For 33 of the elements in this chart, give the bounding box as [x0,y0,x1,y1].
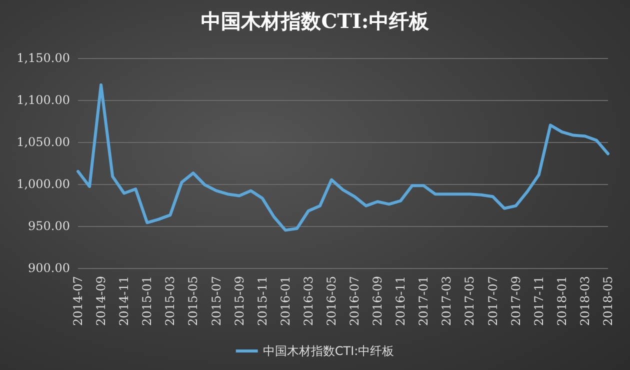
x-tick-label: 2017-03 [440,276,454,326]
line-series [76,83,610,232]
x-tick-label: 2017-07 [486,276,500,326]
x-tick-label: 2014-11 [117,276,132,326]
x-tick-label: 2018-03 [578,276,592,326]
x-tick-label: 2015-11 [255,276,270,326]
x-tick-label: 2015-09 [232,276,246,326]
x-tick-label: 2018-05 [601,276,615,326]
x-tick-label: 2018-01 [554,276,569,326]
legend-label: 中国木材指数CTI:中纤板 [262,344,394,358]
x-tick-label: 2015-07 [209,276,224,326]
x-tick-label: 2015-05 [186,276,200,326]
y-tick-label: 1,050.00 [16,135,70,149]
y-tick-label: 1,150.00 [16,51,70,65]
x-tick-label: 2016-05 [324,276,338,326]
x-tick-label: 2017-11 [532,276,546,326]
chart-title: 中国木材指数CTI:中纤板 [201,9,430,33]
y-tick-label: 1,100.00 [16,93,70,107]
x-tick-label: 2016-03 [301,276,316,326]
x-tick-label: 2015-01 [140,276,154,326]
x-tick-label: 2017-01 [416,276,431,326]
y-tick-label: 1,000.00 [16,177,70,191]
y-tick-label: 900.00 [28,261,70,275]
x-tick-label: 2016-07 [348,276,362,326]
x-tick-label: 2016-09 [370,276,385,326]
y-tick-label: 950.00 [28,219,70,233]
x-tick-label: 2014-09 [94,276,108,326]
x-tick-label: 2017-05 [462,276,477,326]
x-tick-label: 2014-07 [71,276,85,326]
x-tick-label: 2016-01 [278,276,292,326]
x-tick-label: 2015-03 [163,276,178,326]
x-tick-label: 2017-09 [508,276,523,326]
x-tick-label: 2016-11 [394,276,408,326]
